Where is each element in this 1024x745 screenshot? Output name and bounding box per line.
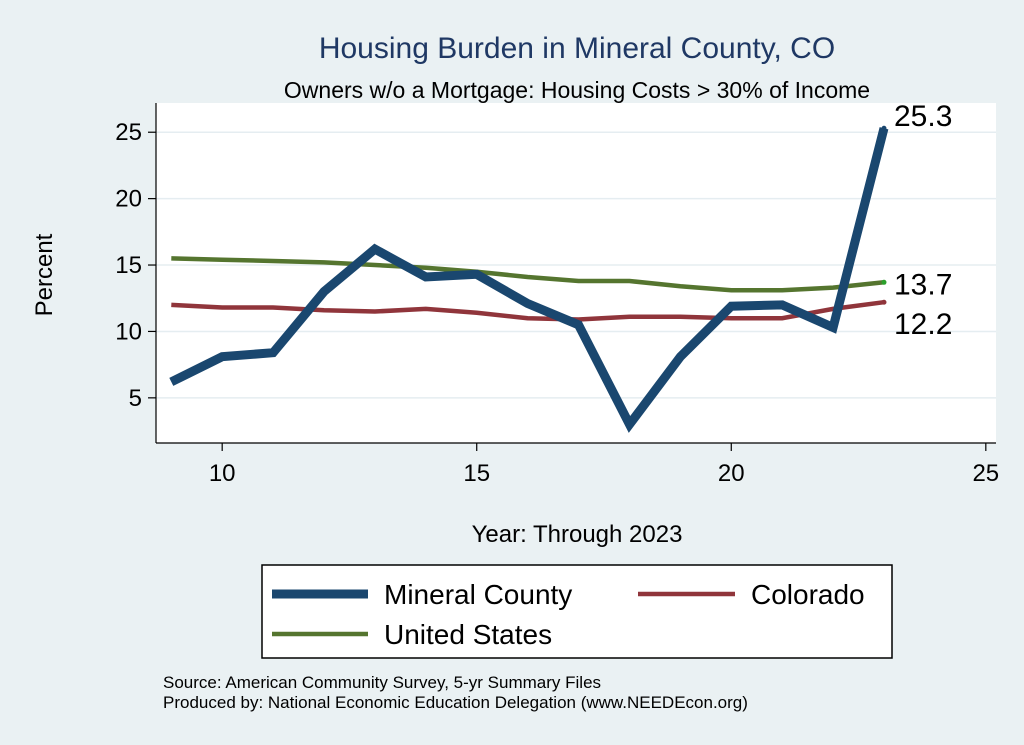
x-axis-label: Year: Through 2023 (472, 521, 683, 548)
series-lines (169, 127, 889, 433)
axes (155, 103, 996, 444)
legend-label-united-states: United States (384, 619, 552, 650)
plot-area (156, 103, 996, 443)
series-line-mineral-county (169, 127, 889, 433)
x-axis-ticks: 10 15 20 25 (209, 443, 999, 487)
end-label-colorado: 12.2 (894, 308, 952, 341)
produced-note: Produced by: National Economic Education… (163, 693, 748, 712)
end-marker-mineral-county (881, 125, 887, 131)
y-tick-label-25: 25 (115, 119, 142, 146)
y-tick-label-15: 15 (115, 252, 142, 279)
end-label-mineral-county: 25.3 (894, 100, 952, 133)
end-marker-colorado (881, 299, 887, 305)
end-labels: 25.3 12.2 13.7 (881, 100, 952, 341)
legend: Mineral County Colorado United States (261, 564, 893, 659)
end-marker-united-states (881, 279, 887, 285)
chart-subtitle: Owners w/o a Mortgage: Housing Costs > 3… (284, 77, 870, 103)
x-tick-label-10: 10 (209, 460, 236, 487)
y-tick-label-20: 20 (115, 186, 142, 213)
y-axis-ticks: 5 10 15 20 25 (115, 119, 156, 412)
y-tick-label-5: 5 (129, 385, 142, 412)
series-line-united-states (171, 256, 885, 293)
series-line-colorado (171, 299, 885, 322)
y-tick-label-10: 10 (115, 318, 142, 345)
x-tick-label-25: 25 (972, 460, 999, 487)
end-label-united-states: 13.7 (894, 268, 952, 301)
legend-items: Mineral County Colorado United States (272, 579, 865, 650)
legend-label-colorado: Colorado (751, 579, 865, 610)
x-tick-label-20: 20 (718, 460, 745, 487)
source-note: Source: American Community Survey, 5-yr … (163, 673, 601, 692)
chart-title: Housing Burden in Mineral County, CO (319, 32, 835, 65)
legend-box (261, 564, 893, 659)
legend-label-mineral-county: Mineral County (384, 579, 572, 610)
x-tick-label-15: 15 (463, 460, 490, 487)
y-axis-label: Percent (31, 233, 58, 316)
